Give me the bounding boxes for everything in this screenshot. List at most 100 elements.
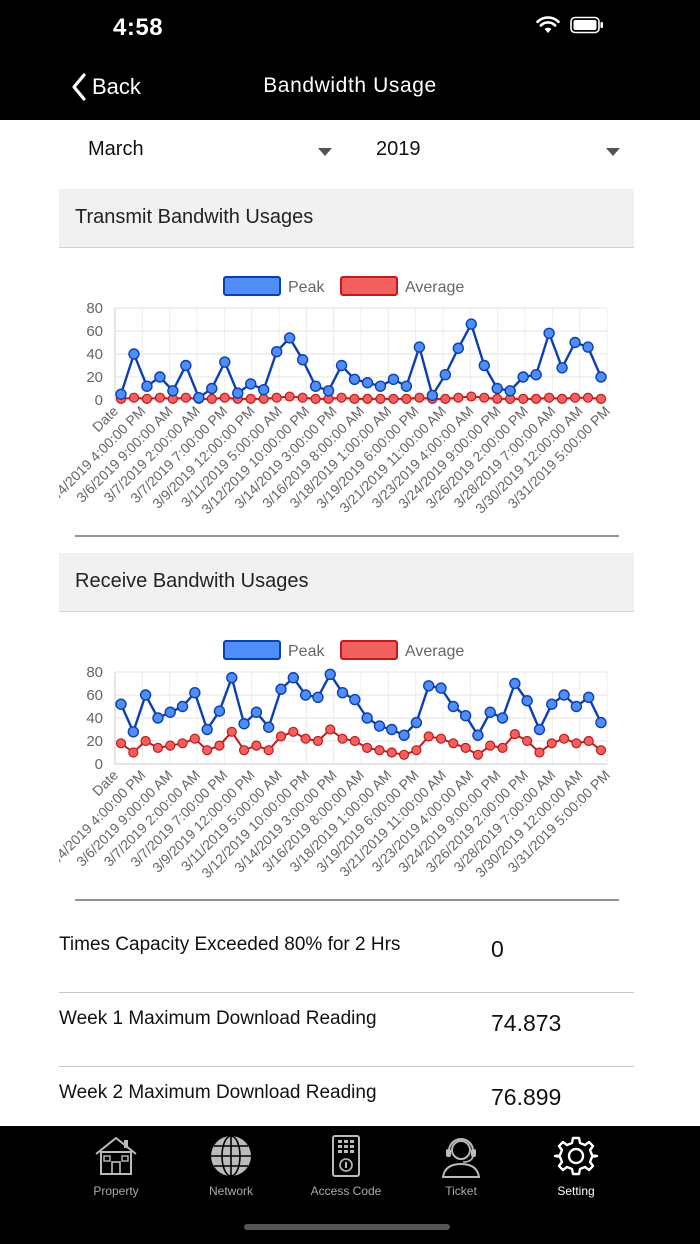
data-point-average xyxy=(388,393,399,404)
y-tick-label: 20 xyxy=(86,369,103,386)
data-point-peak xyxy=(491,382,503,395)
data-point-peak xyxy=(201,723,213,736)
data-point-peak xyxy=(386,723,398,736)
data-point-peak xyxy=(336,686,349,699)
data-point-average xyxy=(492,393,503,404)
data-point-average xyxy=(336,392,347,403)
data-point-average xyxy=(275,731,287,742)
stat-row: Week 1 Maximum Download Reading 74.873 xyxy=(59,992,634,1067)
data-point-peak xyxy=(422,680,435,692)
data-point-peak xyxy=(213,705,226,717)
data-point-average xyxy=(414,392,425,403)
data-point-peak xyxy=(465,318,477,330)
data-point-average xyxy=(582,392,594,403)
stat-label: Times Capacity Exceeded 80% for 2 Hrs xyxy=(59,934,401,955)
legend-label-peak: Peak xyxy=(288,279,325,296)
data-point-peak xyxy=(335,359,348,372)
data-point-average xyxy=(226,726,237,737)
data-point-average xyxy=(263,745,274,756)
data-point-peak xyxy=(232,387,244,399)
keypad-icon xyxy=(332,1135,360,1177)
top-bar: 4:58 Back Bandwidth Usage xyxy=(0,0,700,120)
data-point-peak xyxy=(296,354,309,366)
stat-row: Times Capacity Exceeded 80% for 2 Hrs 0 xyxy=(59,918,634,993)
back-button[interactable]: Back xyxy=(70,72,141,102)
data-point-peak xyxy=(387,373,400,386)
tab-ticket[interactable]: Ticket xyxy=(403,1134,519,1198)
caret-down-icon xyxy=(606,148,620,156)
month-select[interactable]: March xyxy=(88,138,338,161)
data-point-average xyxy=(440,393,451,404)
data-point-peak xyxy=(324,668,336,680)
tab-access-code[interactable]: Access Code xyxy=(288,1134,404,1198)
data-point-peak xyxy=(472,729,484,741)
data-point-average xyxy=(128,747,139,758)
data-point-peak xyxy=(504,385,516,397)
data-point-peak xyxy=(226,672,238,684)
tab-label: Property xyxy=(93,1184,139,1198)
data-point-peak xyxy=(238,718,250,730)
chart-legend: Peak Average xyxy=(223,640,464,660)
globe-icon xyxy=(211,1135,251,1177)
data-point-average xyxy=(460,742,471,753)
year-select[interactable]: 2019 xyxy=(376,138,634,161)
y-tick-label: 60 xyxy=(86,323,103,340)
data-point-peak xyxy=(374,380,387,392)
y-tick-label: 0 xyxy=(95,756,103,773)
data-point-peak xyxy=(262,721,275,733)
data-point-peak xyxy=(189,686,201,699)
data-point-peak xyxy=(582,341,594,353)
data-point-peak xyxy=(452,342,464,354)
data-point-average xyxy=(546,738,557,749)
data-point-peak xyxy=(595,371,607,383)
tab-property[interactable]: Property xyxy=(58,1134,174,1198)
data-point-average xyxy=(300,733,311,744)
tab-label: Setting xyxy=(557,1184,595,1198)
house-icon xyxy=(95,1136,137,1175)
data-point-average xyxy=(544,392,555,403)
data-point-peak xyxy=(193,391,205,404)
data-point-peak xyxy=(556,362,568,374)
legend-swatch-average xyxy=(340,640,398,660)
tab-setting[interactable]: Setting xyxy=(518,1134,634,1198)
transmit-heading: Transmit Bandwith Usages xyxy=(75,206,314,228)
data-point-peak xyxy=(283,332,296,344)
receive-heading: Receive Bandwith Usages xyxy=(75,570,309,592)
data-point-average xyxy=(509,728,520,740)
y-tick-label: 80 xyxy=(86,664,103,681)
data-point-average xyxy=(448,738,459,749)
data-point-peak xyxy=(543,327,555,340)
stat-label: Week 1 Maximum Download Reading xyxy=(59,1008,377,1029)
data-point-average xyxy=(479,392,490,403)
data-point-peak xyxy=(435,682,447,694)
legend-label-peak: Peak xyxy=(288,643,325,660)
legend-swatch-peak xyxy=(223,276,281,296)
data-point-peak xyxy=(164,706,176,718)
data-point-average xyxy=(435,733,447,744)
series-line-peak xyxy=(119,671,603,738)
data-point-peak xyxy=(509,677,521,690)
data-point-average xyxy=(556,393,568,404)
wifi-icon xyxy=(536,16,560,33)
data-point-peak xyxy=(484,706,496,718)
data-point-average xyxy=(349,393,360,404)
receive-section-header: Receive Bandwith Usages xyxy=(59,553,634,612)
data-point-average xyxy=(128,392,140,403)
data-point-peak xyxy=(128,348,140,360)
data-point-average xyxy=(349,735,360,747)
data-point-average xyxy=(202,745,213,756)
y-tick-label: 0 xyxy=(95,392,103,409)
data-point-peak xyxy=(115,388,127,400)
data-point-average xyxy=(472,749,484,760)
tab-label: Network xyxy=(208,1184,253,1198)
data-point-average xyxy=(288,726,299,737)
data-point-peak xyxy=(521,695,533,707)
data-point-average xyxy=(595,393,607,404)
data-point-peak xyxy=(127,726,140,738)
data-point-peak xyxy=(299,689,312,701)
data-point-peak xyxy=(250,706,263,718)
tab-network[interactable]: Network xyxy=(173,1134,289,1198)
year-select-value: 2019 xyxy=(376,138,421,160)
